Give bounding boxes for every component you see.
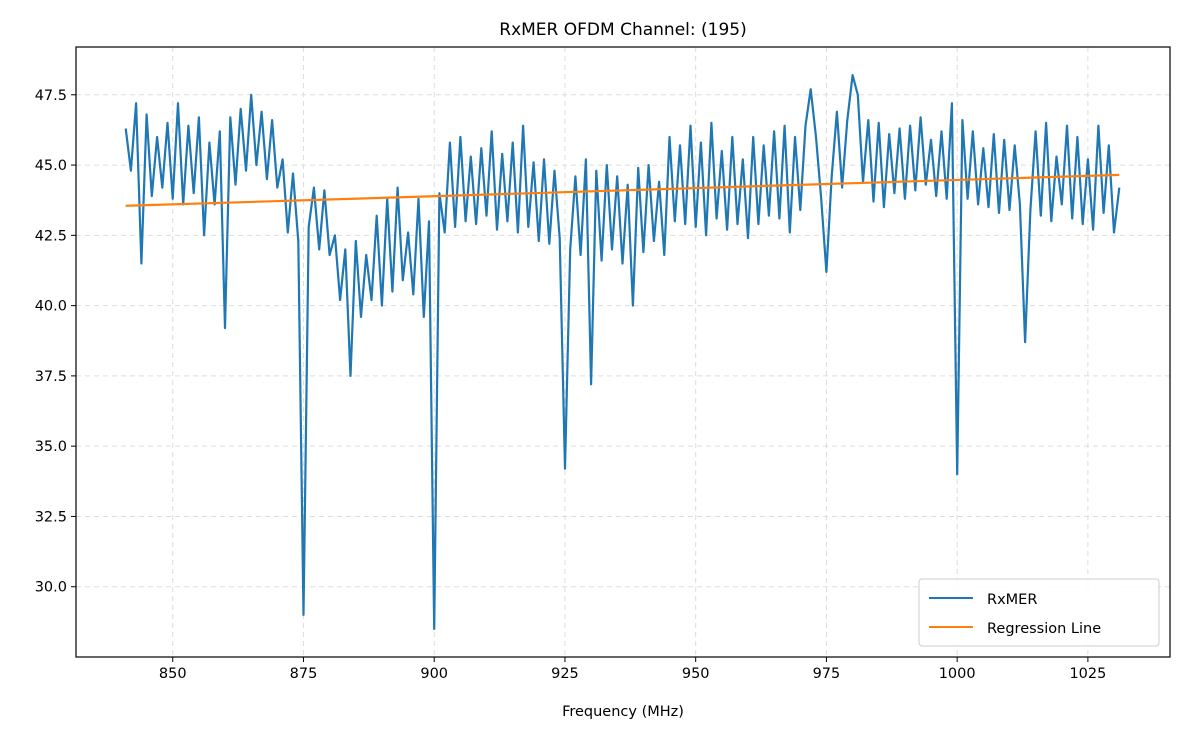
ticks: 850 875 900 925 950 975 1000 1025 30.0 32.5 35.0 37… [35,88,1107,682]
y-tick-label: 37.5 [35,369,67,385]
legend-label-rxmer: RxMER [987,592,1037,608]
x-tick-label: 900 [420,666,448,682]
x-axis-label: Frequency (MHz) [562,704,684,720]
chart-title: RxMER OFDM Channel: (195) [499,20,746,40]
y-tick-label: 30.0 [35,580,67,596]
legend: RxMER Regression Line [918,578,1160,647]
x-tick-label: 875 [290,666,318,682]
plot-frame [75,46,1171,658]
y-tick-label: 45.0 [35,158,67,174]
rxmer-line [124,73,1121,631]
x-tick-label: 975 [813,666,841,682]
y-tick-label: 35.0 [35,439,67,455]
y-tick-label: 42.5 [35,228,67,244]
x-tick-label: 1025 [1069,666,1106,682]
x-tick-label: 925 [551,666,579,682]
legend-label-regression: Regression Line [987,621,1101,637]
y-tick-label: 47.5 [35,88,67,104]
y-tick-label: 40.0 [35,299,67,315]
y-tick-label: 32.5 [35,509,67,525]
regression-line [125,173,1120,207]
x-tick-label: 950 [682,666,710,682]
series-group [124,73,1121,631]
x-tick-label: 1000 [939,666,976,682]
legend-box [918,578,1160,647]
x-tick-label: 850 [159,666,187,682]
grid [76,47,1170,657]
